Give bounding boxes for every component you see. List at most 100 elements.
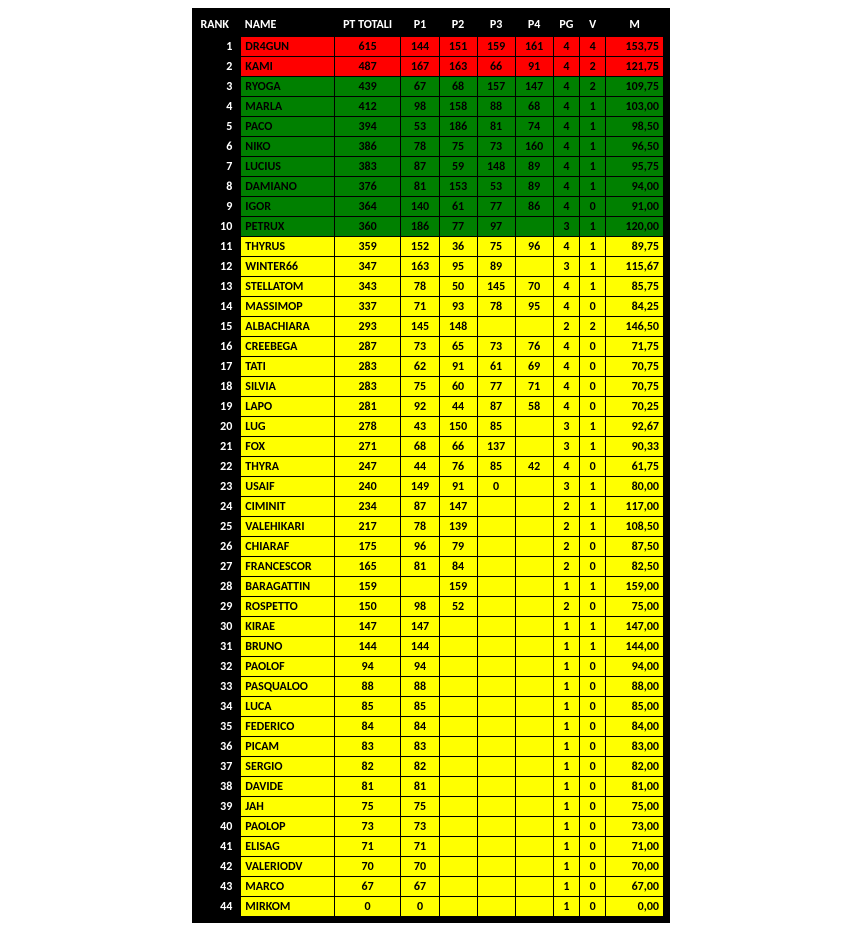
cell-rank: 35 [199, 717, 241, 737]
table-row: 19LAPO281924487584070,25 [199, 397, 664, 417]
cell-v: 0 [580, 797, 606, 817]
cell-pg: 4 [553, 297, 580, 317]
cell-name: SILVIA [241, 377, 334, 397]
cell-name: MARCO [241, 877, 334, 897]
cell-p1: 62 [401, 357, 439, 377]
cell-pg: 1 [553, 797, 580, 817]
cell-p3: 97 [477, 217, 515, 237]
cell-p1: 149 [401, 477, 439, 497]
cell-pg: 1 [553, 657, 580, 677]
cell-pg: 4 [553, 197, 580, 217]
cell-v: 1 [580, 137, 606, 157]
cell-rank: 6 [199, 137, 241, 157]
table-row: 4MARLA41298158886841103,00 [199, 97, 664, 117]
cell-rank: 21 [199, 437, 241, 457]
cell-p3: 81 [477, 117, 515, 137]
cell-p2: 59 [439, 157, 477, 177]
cell-pt: 71 [334, 837, 401, 857]
table-row: 44MIRKOM00100,00 [199, 897, 664, 917]
table-row: 38DAVIDE81811081,00 [199, 777, 664, 797]
cell-rank: 40 [199, 817, 241, 837]
cell-pg: 2 [553, 557, 580, 577]
cell-p1: 67 [401, 77, 439, 97]
cell-v: 1 [580, 497, 606, 517]
cell-pg: 4 [553, 237, 580, 257]
table-row: 34LUCA85851085,00 [199, 697, 664, 717]
table-row: 24CIMINIT2348714721117,00 [199, 497, 664, 517]
cell-p2: 60 [439, 377, 477, 397]
cell-m: 90,33 [606, 437, 664, 457]
cell-p3 [477, 617, 515, 637]
cell-pg: 3 [553, 477, 580, 497]
cell-rank: 44 [199, 897, 241, 917]
cell-pt: 94 [334, 657, 401, 677]
table-row: 16CREEBEGA287736573764071,75 [199, 337, 664, 357]
cell-name: LUCA [241, 697, 334, 717]
cell-name: DAVIDE [241, 777, 334, 797]
cell-p3 [477, 737, 515, 757]
cell-rank: 33 [199, 677, 241, 697]
cell-m: 146,50 [606, 317, 664, 337]
cell-pg: 4 [553, 137, 580, 157]
cell-name: VALERIODV [241, 857, 334, 877]
cell-name: MASSIMOP [241, 297, 334, 317]
cell-p2: 95 [439, 257, 477, 277]
table-row: 25VALEHIKARI2177813921108,50 [199, 517, 664, 537]
cell-name: PACO [241, 117, 334, 137]
cell-p2: 186 [439, 117, 477, 137]
cell-p3: 88 [477, 97, 515, 117]
cell-name: FRANCESCOR [241, 557, 334, 577]
cell-name: WINTER66 [241, 257, 334, 277]
table-row: 37SERGIO82821082,00 [199, 757, 664, 777]
cell-p1: 78 [401, 137, 439, 157]
cell-pg: 4 [553, 157, 580, 177]
cell-p3 [477, 877, 515, 897]
cell-p2 [439, 817, 477, 837]
cell-name: THYRA [241, 457, 334, 477]
cell-p3 [477, 577, 515, 597]
cell-pt: 281 [334, 397, 401, 417]
cell-p2: 91 [439, 357, 477, 377]
cell-v: 0 [580, 737, 606, 757]
cell-pg: 4 [553, 117, 580, 137]
cell-pg: 2 [553, 537, 580, 557]
cell-pt: 147 [334, 617, 401, 637]
cell-p1: 82 [401, 757, 439, 777]
cell-name: FEDERICO [241, 717, 334, 737]
table-row: 42VALERIODV70701070,00 [199, 857, 664, 877]
cell-pg: 4 [553, 177, 580, 197]
cell-pg: 2 [553, 517, 580, 537]
cell-pt: 278 [334, 417, 401, 437]
cell-pt: 343 [334, 277, 401, 297]
cell-v: 0 [580, 877, 606, 897]
cell-pt: 150 [334, 597, 401, 617]
table-row: 31BRUNO14414411144,00 [199, 637, 664, 657]
table-row: 18SILVIA283756077714070,75 [199, 377, 664, 397]
table-row: 5PACO3945318681744198,50 [199, 117, 664, 137]
cell-p3: 73 [477, 337, 515, 357]
cell-pg: 1 [553, 757, 580, 777]
cell-pt: 0 [334, 897, 401, 917]
cell-v: 1 [580, 577, 606, 597]
cell-pt: 88 [334, 677, 401, 697]
cell-m: 108,50 [606, 517, 664, 537]
cell-p4: 147 [515, 77, 553, 97]
cell-m: 70,25 [606, 397, 664, 417]
cell-pg: 1 [553, 717, 580, 737]
table-row: 3RYOGA439676815714742109,75 [199, 77, 664, 97]
cell-pg: 2 [553, 597, 580, 617]
cell-p3: 87 [477, 397, 515, 417]
cell-v: 0 [580, 817, 606, 837]
cell-pt: 386 [334, 137, 401, 157]
cell-p3: 78 [477, 297, 515, 317]
cell-m: 82,50 [606, 557, 664, 577]
cell-pg: 1 [553, 817, 580, 837]
table-row: 41ELISAG71711071,00 [199, 837, 664, 857]
cell-m: 103,00 [606, 97, 664, 117]
cell-m: 147,00 [606, 617, 664, 637]
cell-m: 94,00 [606, 657, 664, 677]
cell-v: 0 [580, 777, 606, 797]
cell-p1: 43 [401, 417, 439, 437]
cell-pg: 4 [553, 357, 580, 377]
header-row: RANK NAME PT TOTALI P1 P2 P3 P4 PG V M [199, 14, 664, 37]
